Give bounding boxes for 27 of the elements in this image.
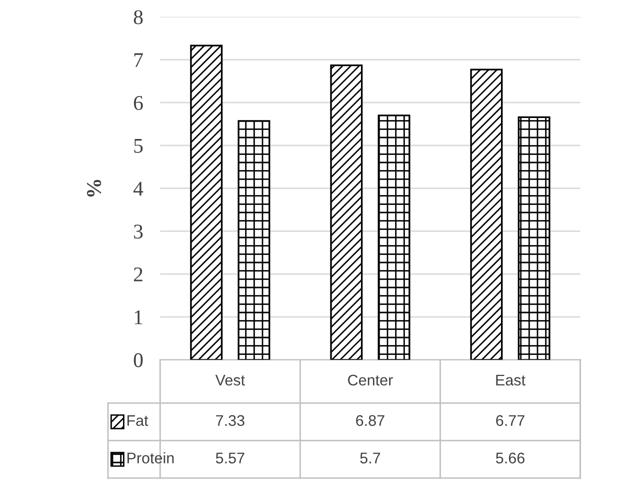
- bar: [190, 44, 223, 360]
- y-tick-label: 5: [134, 139, 143, 153]
- bar: [470, 68, 503, 360]
- data-label: 5.66: [496, 452, 524, 464]
- data-label: 6.77: [496, 415, 524, 426]
- bar: [518, 116, 550, 360]
- data-label: 7.33: [216, 415, 244, 426]
- y-tick-label: 7: [134, 53, 143, 67]
- data-label: 6.87: [356, 415, 384, 426]
- y-tick-label: 0: [134, 353, 143, 368]
- x-tick-label: East: [496, 374, 526, 386]
- y-tick-label: 2: [134, 267, 142, 282]
- data-label: 5.57: [216, 452, 244, 464]
- y-tick-label: 1: [134, 310, 142, 324]
- y-tick-label: 4: [133, 182, 144, 196]
- bar: [378, 114, 410, 360]
- y-tick-label: 8: [134, 10, 143, 24]
- bar: [238, 120, 270, 360]
- y-tick-label: 6: [134, 96, 143, 110]
- legend-label: Protein: [127, 452, 174, 464]
- x-tick-label: Center: [348, 374, 393, 386]
- data-label: 5.7: [360, 452, 380, 464]
- y-tick-label: 3: [134, 224, 143, 239]
- x-tick-label: Vest: [215, 374, 245, 386]
- y-axis-title: %: [86, 180, 102, 197]
- bar: [330, 64, 363, 360]
- legend-label: Fat: [127, 415, 148, 426]
